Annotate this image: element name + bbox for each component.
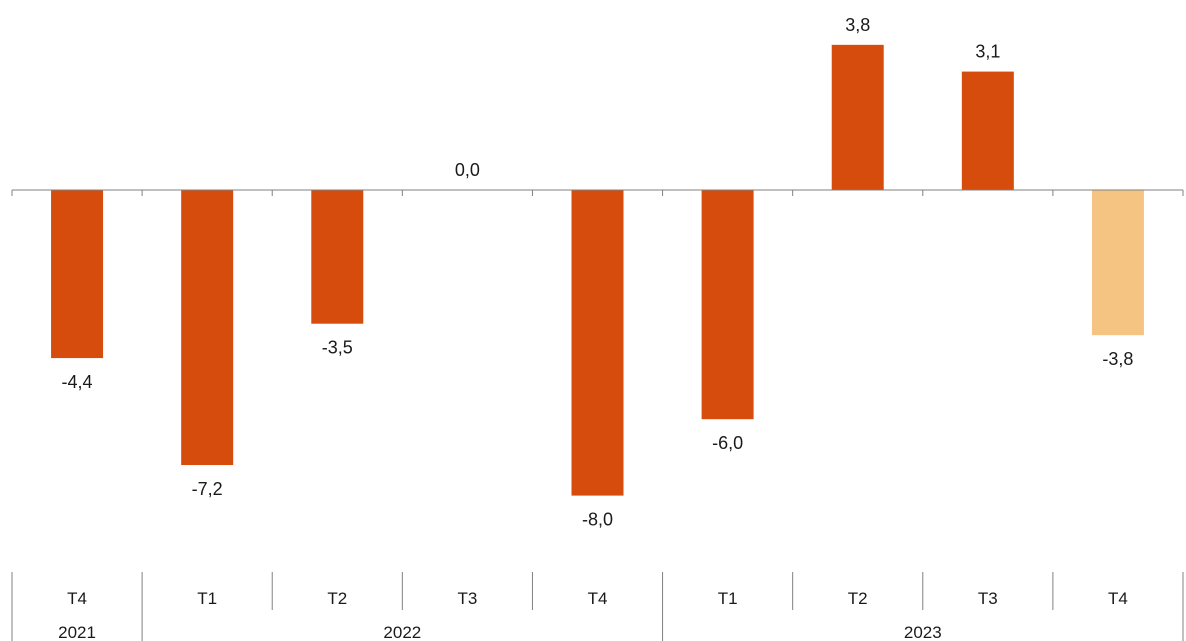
year-label: 2021 bbox=[58, 623, 96, 641]
value-label: -3,5 bbox=[322, 338, 353, 358]
value-labels-group: -4,4 -7,2 -3,5 0,0 -8,0 -6,0 3,8 3,1 -3,8 bbox=[62, 15, 1134, 530]
bar-2 bbox=[181, 190, 234, 466]
bar-8 bbox=[961, 71, 1014, 190]
value-label: -4,4 bbox=[62, 372, 93, 392]
bar-3 bbox=[311, 190, 364, 324]
quarter-label: T1 bbox=[718, 589, 738, 608]
bars-group bbox=[51, 44, 1144, 496]
bar-6 bbox=[701, 190, 754, 420]
quarter-label: T4 bbox=[1108, 589, 1128, 608]
value-label: 3,8 bbox=[845, 15, 870, 35]
axis-ticks-group bbox=[11, 190, 1184, 196]
quarter-label: T3 bbox=[978, 589, 998, 608]
value-label: -3,8 bbox=[1102, 349, 1133, 369]
year-label: 2022 bbox=[383, 623, 421, 641]
quarter-label: T3 bbox=[457, 589, 477, 608]
quarter-label: T4 bbox=[588, 589, 608, 608]
bar-5 bbox=[571, 190, 624, 496]
bar-9 bbox=[1091, 190, 1144, 336]
value-label: 0,0 bbox=[455, 160, 480, 180]
value-label: 3,1 bbox=[975, 42, 1000, 62]
value-label: -6,0 bbox=[712, 433, 743, 453]
value-label: -8,0 bbox=[582, 510, 613, 530]
category-axis: T4 T1 T2 T3 T4 T1 T2 T3 T4 2021 2022 2023 bbox=[11, 572, 1184, 641]
quarter-label: T1 bbox=[197, 589, 217, 608]
quarter-label: T2 bbox=[327, 589, 347, 608]
quarter-label: T2 bbox=[848, 589, 868, 608]
value-label: -7,2 bbox=[192, 479, 223, 499]
bar-7 bbox=[831, 44, 884, 191]
quarter-label: T4 bbox=[67, 589, 87, 608]
year-label: 2023 bbox=[904, 623, 942, 641]
bar-1 bbox=[51, 190, 104, 359]
